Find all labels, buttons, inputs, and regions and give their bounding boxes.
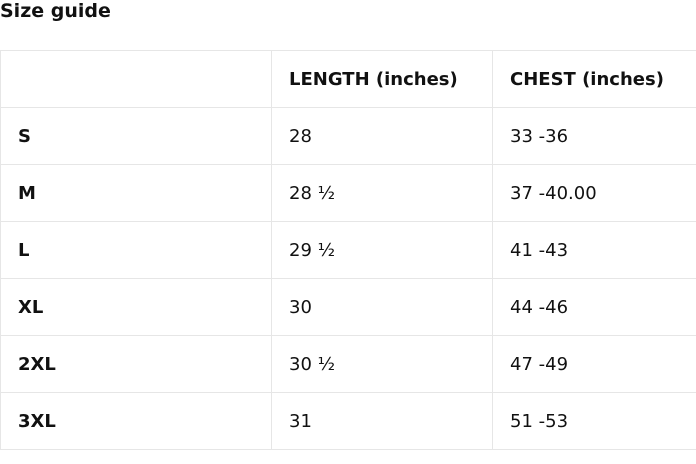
header-chest: CHEST (inches)	[492, 50, 696, 108]
length-cell: 28 ½	[271, 164, 493, 222]
size-cell: M	[0, 164, 272, 222]
size-cell: S	[0, 107, 272, 165]
table-row: 3XL 31 51 -53	[0, 392, 696, 450]
header-size	[0, 50, 272, 108]
page-title: Size guide	[0, 0, 111, 22]
chest-cell: 44 -46	[492, 278, 696, 336]
length-cell: 30	[271, 278, 493, 336]
chest-cell: 33 -36	[492, 107, 696, 165]
table-row: XL 30 44 -46	[0, 278, 696, 336]
length-cell: 30 ½	[271, 335, 493, 393]
chest-cell: 37 -40.00	[492, 164, 696, 222]
table-row: 2XL 30 ½ 47 -49	[0, 335, 696, 393]
table-row: L 29 ½ 41 -43	[0, 221, 696, 279]
length-cell: 29 ½	[271, 221, 493, 279]
length-cell: 28	[271, 107, 493, 165]
size-cell: XL	[0, 278, 272, 336]
chest-cell: 41 -43	[492, 221, 696, 279]
table-row: S 28 33 -36	[0, 107, 696, 165]
size-guide-table: LENGTH (inches) CHEST (inches) S 28 33 -36…	[0, 50, 696, 450]
table-row: M 28 ½ 37 -40.00	[0, 164, 696, 222]
size-cell: 2XL	[0, 335, 272, 393]
chest-cell: 51 -53	[492, 392, 696, 450]
size-cell: L	[0, 221, 272, 279]
chest-cell: 47 -49	[492, 335, 696, 393]
size-cell: 3XL	[0, 392, 272, 450]
table-header-row: LENGTH (inches) CHEST (inches)	[0, 50, 696, 108]
length-cell: 31	[271, 392, 493, 450]
header-length: LENGTH (inches)	[271, 50, 493, 108]
